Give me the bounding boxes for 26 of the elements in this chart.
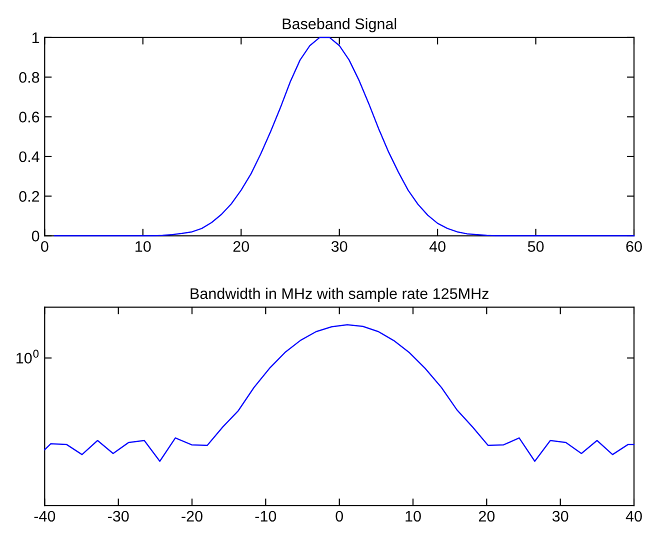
x-tick-label: 30 <box>331 241 348 252</box>
x-tick-label: -40 <box>34 510 56 522</box>
y-tick-label: 0.4 <box>19 151 40 162</box>
x-tick-label: 20 <box>478 510 495 522</box>
x-tick-label: 0 <box>41 241 48 252</box>
x-tick-label: 60 <box>626 241 642 252</box>
x-tick-label: -30 <box>108 510 129 522</box>
x-tick-label: 20 <box>233 241 250 252</box>
text: 10$^{0}$ <box>16 350 39 364</box>
x-tick-label: -10 <box>255 510 276 522</box>
x-tick-label: 10 <box>136 241 151 252</box>
x-tick-label: 0 <box>336 510 343 522</box>
chart-title: Bandwidth in MHz with sample rate 125MHz <box>190 288 488 302</box>
y-tick-label: 0.8 <box>19 72 40 83</box>
chart-title: Baseband Signal <box>282 18 396 32</box>
y-tick-label: 0.6 <box>19 112 40 122</box>
x-tick-label: 50 <box>528 241 544 252</box>
y-tick-label: 0.2 <box>19 191 40 202</box>
x-tick-label: 40 <box>626 510 642 522</box>
x-tick-label: 40 <box>429 241 446 252</box>
y-tick-label: 0 <box>32 230 40 242</box>
line-series <box>54 36 635 236</box>
y-tick-label: 1 <box>32 32 40 43</box>
x-tick-label: 10 <box>406 510 421 522</box>
x-tick-label: 30 <box>552 510 568 522</box>
x-tick-label: -20 <box>182 510 202 522</box>
